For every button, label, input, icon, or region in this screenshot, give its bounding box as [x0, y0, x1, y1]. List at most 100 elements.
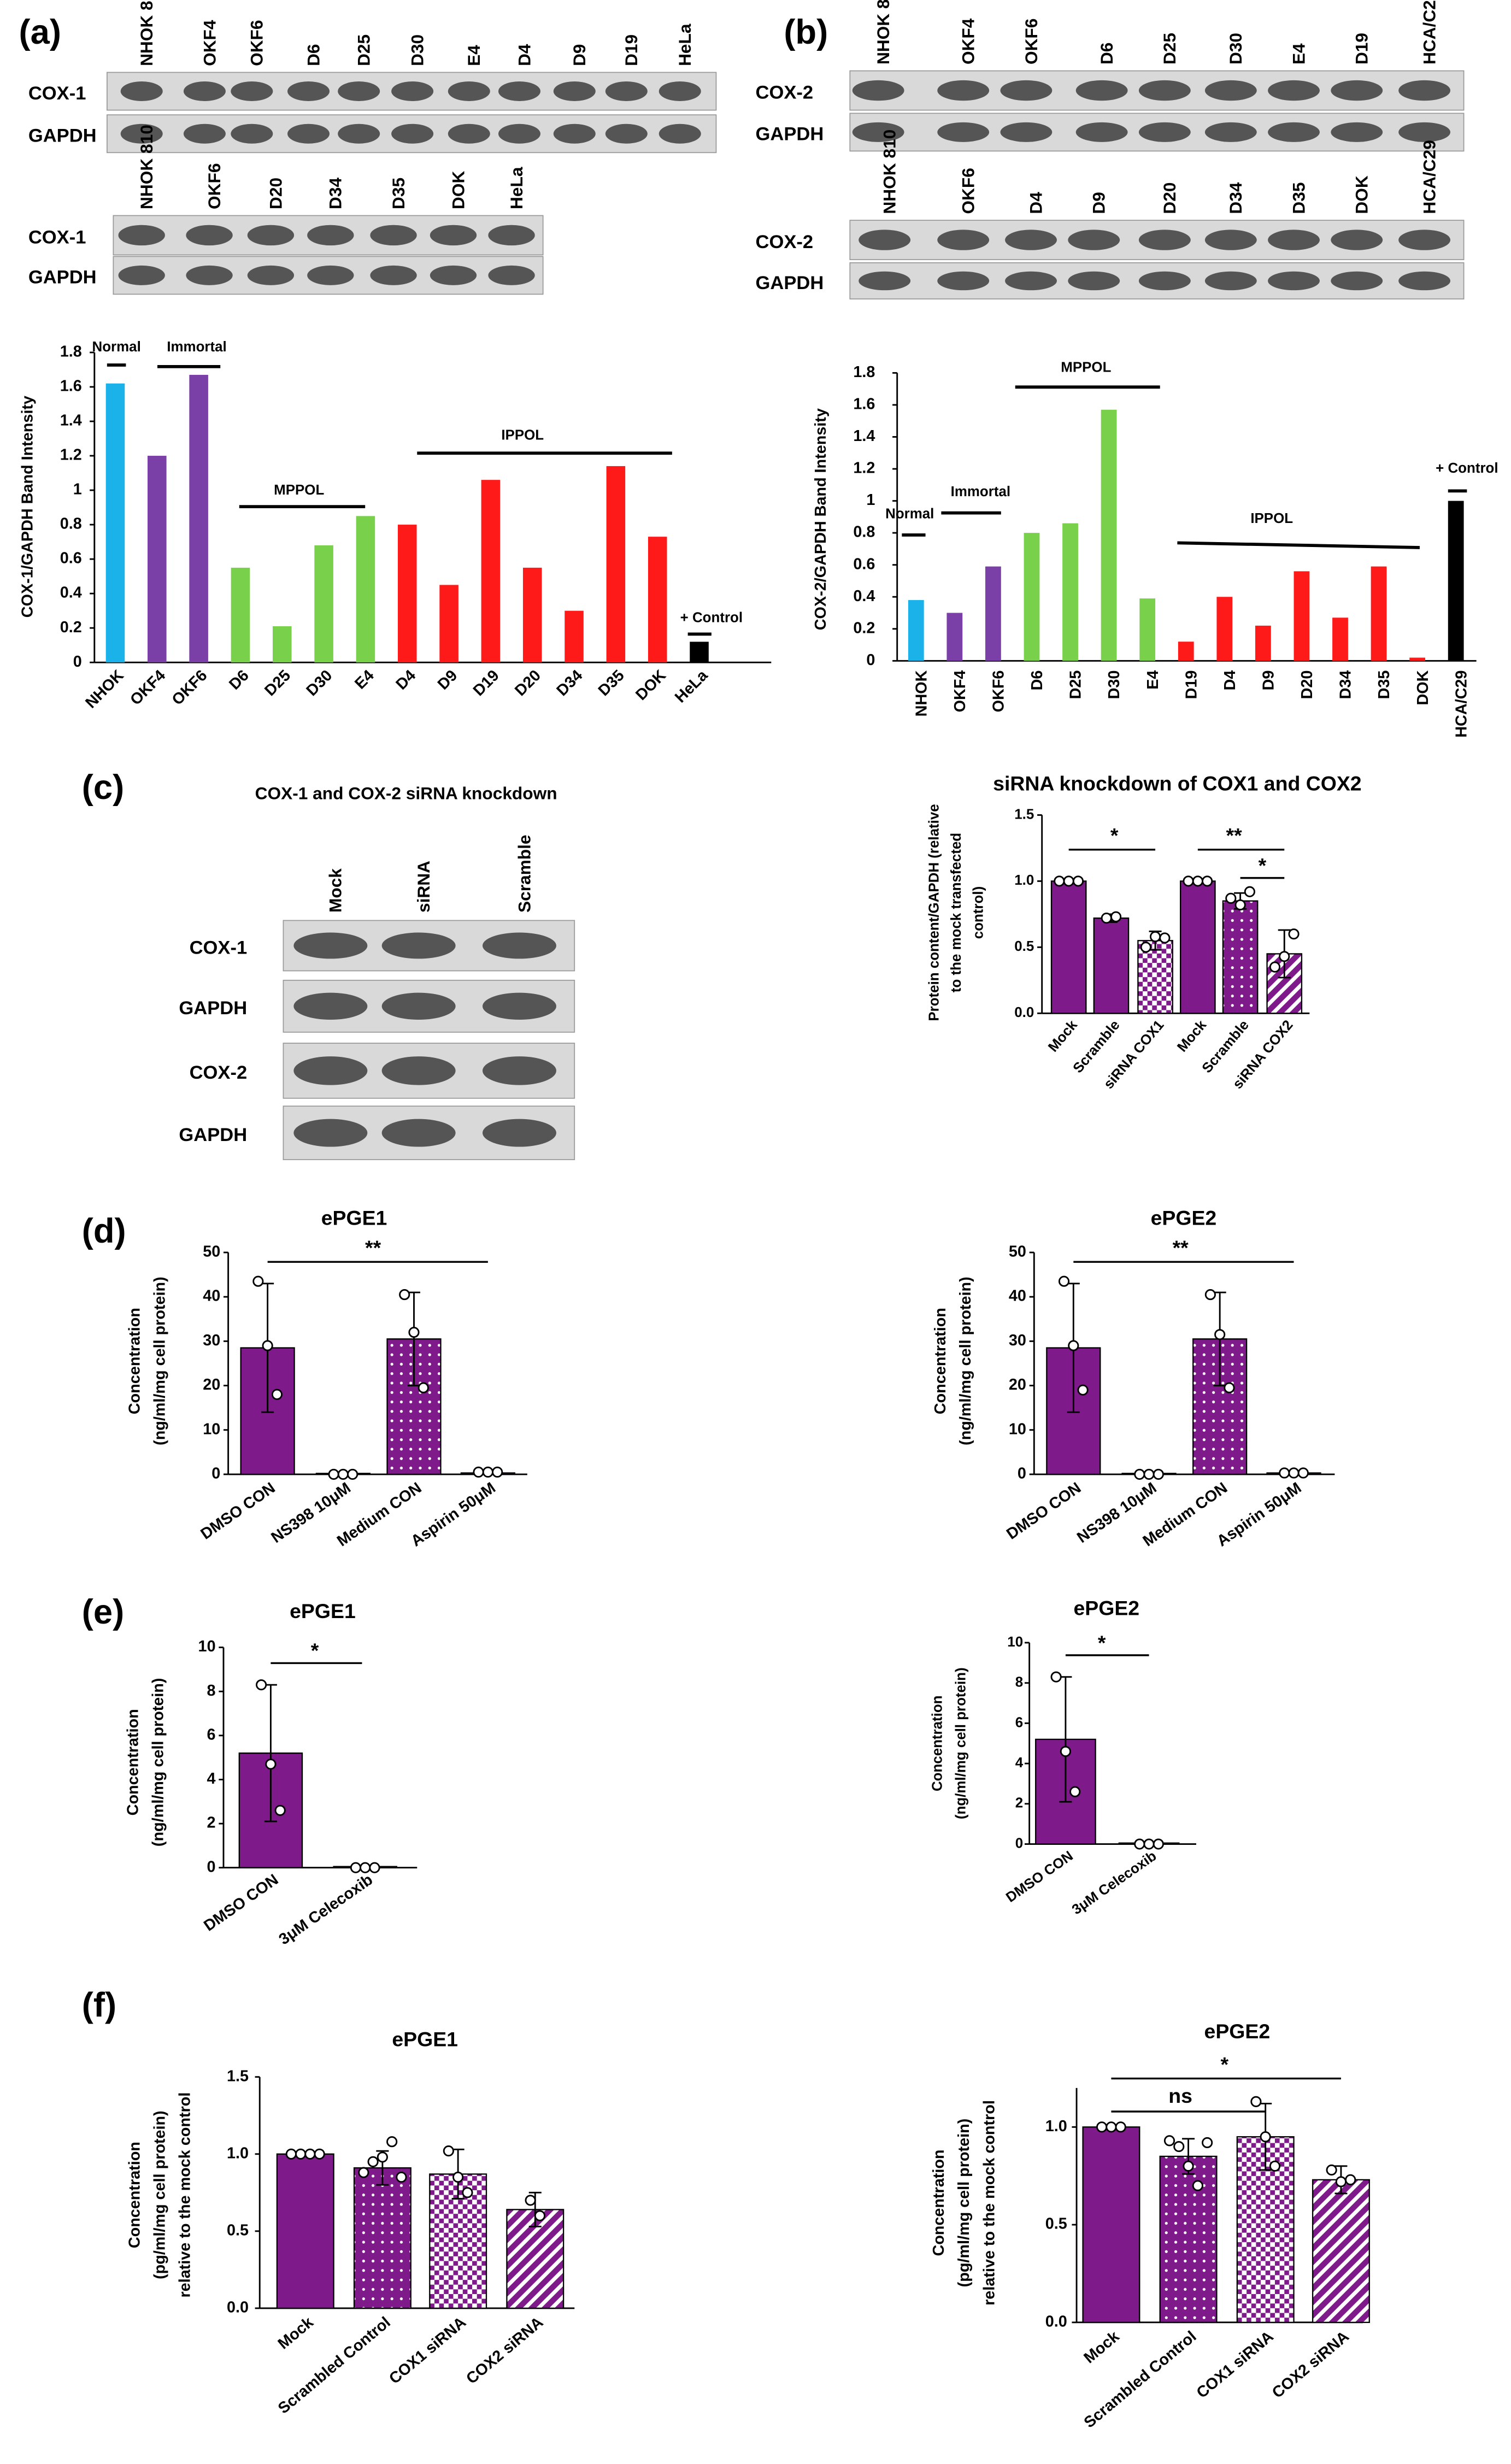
blot-band — [338, 81, 380, 101]
blot-band — [370, 225, 417, 246]
chart-title: ePGE2 — [1151, 1206, 1217, 1229]
blot-band — [391, 81, 434, 101]
y-axis-label: (pg/ml/mg cell protein) — [151, 2110, 168, 2279]
y-axis-label: COX-1/GAPDH Band Intensity — [19, 396, 36, 618]
x-tick-label: OKF6 — [990, 671, 1008, 713]
x-tick-label: DOK — [632, 667, 669, 704]
x-tick-label: HCA/C29 — [1453, 671, 1470, 738]
y-tick-label: 1.8 — [60, 343, 82, 361]
blot-band — [1398, 230, 1451, 250]
bar — [1222, 900, 1259, 1014]
y-tick-label: 1.4 — [60, 412, 82, 430]
y-axis-label: (ng/ml/mg cell protein) — [954, 1667, 969, 1819]
blot-row-label: COX-2 — [755, 232, 813, 252]
blot-band — [448, 124, 490, 144]
data-point — [367, 2156, 379, 2167]
data-point — [274, 1804, 286, 1816]
blot-band — [287, 124, 330, 144]
data-point — [285, 2148, 297, 2160]
blot-band — [448, 81, 490, 101]
data-point — [1063, 875, 1074, 887]
annotation: MPPOL — [1061, 360, 1111, 375]
chart-title: ePGE1 — [392, 2027, 458, 2050]
data-point — [1279, 1467, 1290, 1479]
blot-lane-label: E4 — [464, 45, 484, 66]
significance-label: ** — [365, 1236, 381, 1259]
y-tick-label: 1.6 — [853, 396, 875, 413]
panel-label: (a) — [19, 13, 61, 51]
y-tick-label: 10 — [1007, 1634, 1023, 1650]
x-tick-label: NHOK — [913, 670, 930, 716]
blot-band — [1005, 271, 1057, 291]
blot-lane-label: D4 — [1026, 192, 1045, 214]
blot-band — [852, 122, 904, 142]
blot-row-label: COX-1 — [28, 83, 86, 104]
blot-band — [307, 225, 354, 246]
data-point — [408, 1327, 420, 1338]
data-point — [399, 1289, 410, 1301]
data-point — [304, 2148, 316, 2160]
blot-band — [937, 271, 990, 291]
blot-band — [1268, 230, 1320, 250]
blot-band — [852, 80, 904, 101]
data-point — [1183, 875, 1194, 887]
bar — [908, 600, 924, 661]
data-point — [386, 2136, 398, 2148]
y-tick-label: 30 — [1009, 1332, 1026, 1349]
blot-band — [488, 265, 535, 285]
y-tick-label: 0 — [211, 1465, 220, 1483]
blot-band — [1075, 80, 1128, 101]
x-tick-label: D20 — [511, 667, 544, 699]
data-point — [1159, 932, 1171, 944]
blot-lane-label: OKF4 — [959, 18, 978, 64]
x-tick-label: OKF4 — [127, 667, 169, 709]
y-axis-label: (ng/ml/mg cell protein) — [957, 1277, 974, 1445]
bar — [1050, 880, 1087, 1014]
blot-lane-label: D35 — [389, 178, 408, 209]
blot-lane-label: D25 — [354, 34, 374, 66]
y-axis-label: Concentration — [930, 1695, 945, 1791]
bar — [231, 567, 250, 663]
data-point — [1225, 892, 1237, 904]
data-point — [1250, 2096, 1262, 2107]
blot-lane-label: HCA/C29 — [1419, 0, 1439, 64]
blot-band — [1204, 80, 1257, 101]
data-point — [1214, 1329, 1226, 1340]
blot-lane-label: Mock — [326, 868, 345, 913]
bar — [1448, 501, 1464, 661]
blot-band — [553, 81, 596, 101]
data-point — [1183, 2160, 1194, 2172]
data-point — [358, 2167, 369, 2178]
data-point — [1058, 1275, 1070, 1287]
y-axis-label: Concentration — [932, 1308, 949, 1414]
annotation: + Control — [680, 610, 743, 625]
y-tick-label: 0.4 — [853, 587, 875, 605]
data-point — [328, 1468, 339, 1480]
data-point — [1110, 911, 1122, 922]
data-point — [1244, 886, 1255, 897]
y-axis-label: (pg/ml/mg cell protein) — [955, 2119, 973, 2287]
blot-band — [287, 81, 330, 101]
blot-lane-label: NHOK 810 — [137, 125, 156, 209]
x-tick-label: D30 — [303, 667, 336, 699]
panel-label: (d) — [82, 1212, 126, 1250]
y-tick-label: 0.5 — [1045, 2215, 1067, 2233]
blot-row-label: GAPDH — [28, 267, 97, 288]
blot-band — [488, 225, 535, 246]
bar — [481, 480, 501, 663]
blot-band — [381, 1056, 456, 1085]
y-tick-label: 6 — [207, 1726, 216, 1743]
x-tick-label: E4 — [351, 667, 378, 693]
significance-label: ** — [1173, 1236, 1189, 1259]
blot-lane-label: D9 — [569, 44, 589, 66]
blot-band — [1331, 271, 1383, 291]
blot-lane-label: OKF4 — [199, 20, 219, 66]
annotation: IPPOL — [501, 427, 544, 443]
blot-band — [1005, 230, 1057, 250]
blot-band — [1398, 122, 1451, 142]
y-tick-label: 0.2 — [853, 619, 875, 637]
y-tick-label: 0.0 — [227, 2299, 249, 2316]
data-point — [1072, 875, 1084, 887]
bar — [148, 456, 167, 663]
data-point — [1202, 2137, 1213, 2149]
